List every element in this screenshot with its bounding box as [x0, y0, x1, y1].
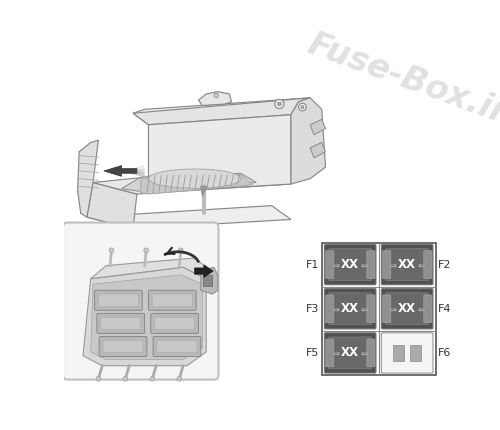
Polygon shape	[148, 115, 291, 193]
Text: XX: XX	[341, 258, 359, 271]
FancyBboxPatch shape	[382, 251, 391, 279]
FancyBboxPatch shape	[99, 337, 147, 356]
FancyBboxPatch shape	[94, 290, 142, 310]
FancyBboxPatch shape	[382, 289, 433, 329]
FancyBboxPatch shape	[97, 313, 144, 333]
Polygon shape	[291, 98, 326, 184]
FancyBboxPatch shape	[98, 294, 138, 307]
Circle shape	[150, 377, 154, 381]
Text: ⇒: ⇒	[390, 304, 397, 313]
Text: F6: F6	[438, 348, 452, 358]
Bar	[203, 275, 212, 286]
Polygon shape	[310, 120, 326, 135]
FancyBboxPatch shape	[382, 333, 433, 373]
Text: XX: XX	[341, 347, 359, 359]
Text: F2: F2	[438, 260, 452, 270]
FancyBboxPatch shape	[386, 293, 428, 325]
Text: ⇒: ⇒	[390, 260, 397, 269]
Text: ⇐: ⇐	[360, 348, 368, 357]
Circle shape	[123, 377, 128, 381]
FancyBboxPatch shape	[382, 295, 391, 322]
Circle shape	[177, 377, 182, 381]
FancyBboxPatch shape	[328, 293, 372, 325]
Text: XX: XX	[398, 302, 416, 315]
Polygon shape	[201, 186, 207, 197]
Polygon shape	[201, 267, 218, 294]
FancyBboxPatch shape	[100, 317, 141, 329]
Text: F5: F5	[306, 348, 319, 358]
Circle shape	[96, 377, 100, 381]
FancyBboxPatch shape	[424, 251, 432, 279]
FancyBboxPatch shape	[324, 333, 376, 373]
Text: F4: F4	[438, 304, 452, 314]
Polygon shape	[90, 258, 206, 279]
FancyBboxPatch shape	[386, 249, 428, 281]
Text: F3: F3	[306, 304, 319, 314]
FancyBboxPatch shape	[382, 245, 433, 285]
Polygon shape	[133, 98, 310, 125]
Bar	[322, 243, 436, 375]
FancyBboxPatch shape	[151, 313, 198, 333]
FancyBboxPatch shape	[424, 295, 432, 322]
Text: ⇐: ⇐	[418, 304, 424, 313]
Ellipse shape	[148, 169, 241, 188]
Polygon shape	[194, 265, 213, 277]
Circle shape	[178, 248, 183, 252]
Circle shape	[274, 99, 284, 109]
FancyBboxPatch shape	[157, 341, 197, 353]
Polygon shape	[122, 173, 256, 193]
FancyBboxPatch shape	[367, 295, 375, 322]
Polygon shape	[90, 275, 202, 359]
Polygon shape	[198, 92, 232, 105]
Text: ⇐: ⇐	[418, 260, 424, 269]
Circle shape	[298, 103, 306, 111]
Polygon shape	[87, 182, 137, 229]
Text: Fuse-Box.inFo: Fuse-Box.inFo	[302, 27, 500, 147]
Text: ⇐: ⇐	[360, 260, 368, 269]
FancyBboxPatch shape	[326, 251, 334, 279]
FancyBboxPatch shape	[152, 294, 192, 307]
FancyBboxPatch shape	[63, 223, 218, 380]
Polygon shape	[83, 267, 206, 366]
Polygon shape	[104, 166, 137, 176]
Bar	[394, 345, 404, 361]
Circle shape	[301, 105, 304, 109]
Text: XX: XX	[341, 302, 359, 315]
Text: XX: XX	[398, 258, 416, 271]
Polygon shape	[310, 142, 326, 158]
FancyBboxPatch shape	[367, 339, 375, 367]
FancyBboxPatch shape	[324, 289, 376, 329]
FancyBboxPatch shape	[153, 337, 201, 356]
Circle shape	[109, 248, 114, 252]
Text: F1: F1	[306, 260, 319, 270]
FancyBboxPatch shape	[328, 249, 372, 281]
FancyBboxPatch shape	[148, 290, 196, 310]
Circle shape	[278, 102, 281, 106]
Polygon shape	[141, 175, 252, 194]
Polygon shape	[133, 98, 310, 125]
Circle shape	[214, 93, 218, 98]
Text: ⇒: ⇒	[333, 304, 340, 313]
FancyBboxPatch shape	[326, 295, 334, 322]
Bar	[410, 345, 421, 361]
Circle shape	[144, 248, 148, 252]
FancyBboxPatch shape	[154, 317, 194, 329]
Polygon shape	[78, 140, 98, 217]
FancyBboxPatch shape	[103, 341, 143, 353]
FancyBboxPatch shape	[326, 339, 334, 367]
FancyBboxPatch shape	[328, 337, 372, 369]
FancyBboxPatch shape	[367, 251, 375, 279]
Text: ⇒: ⇒	[333, 260, 340, 269]
Polygon shape	[87, 206, 291, 229]
Text: ⇐: ⇐	[360, 304, 368, 313]
Polygon shape	[93, 166, 291, 194]
FancyBboxPatch shape	[324, 245, 376, 285]
Text: ⇒: ⇒	[333, 348, 340, 357]
